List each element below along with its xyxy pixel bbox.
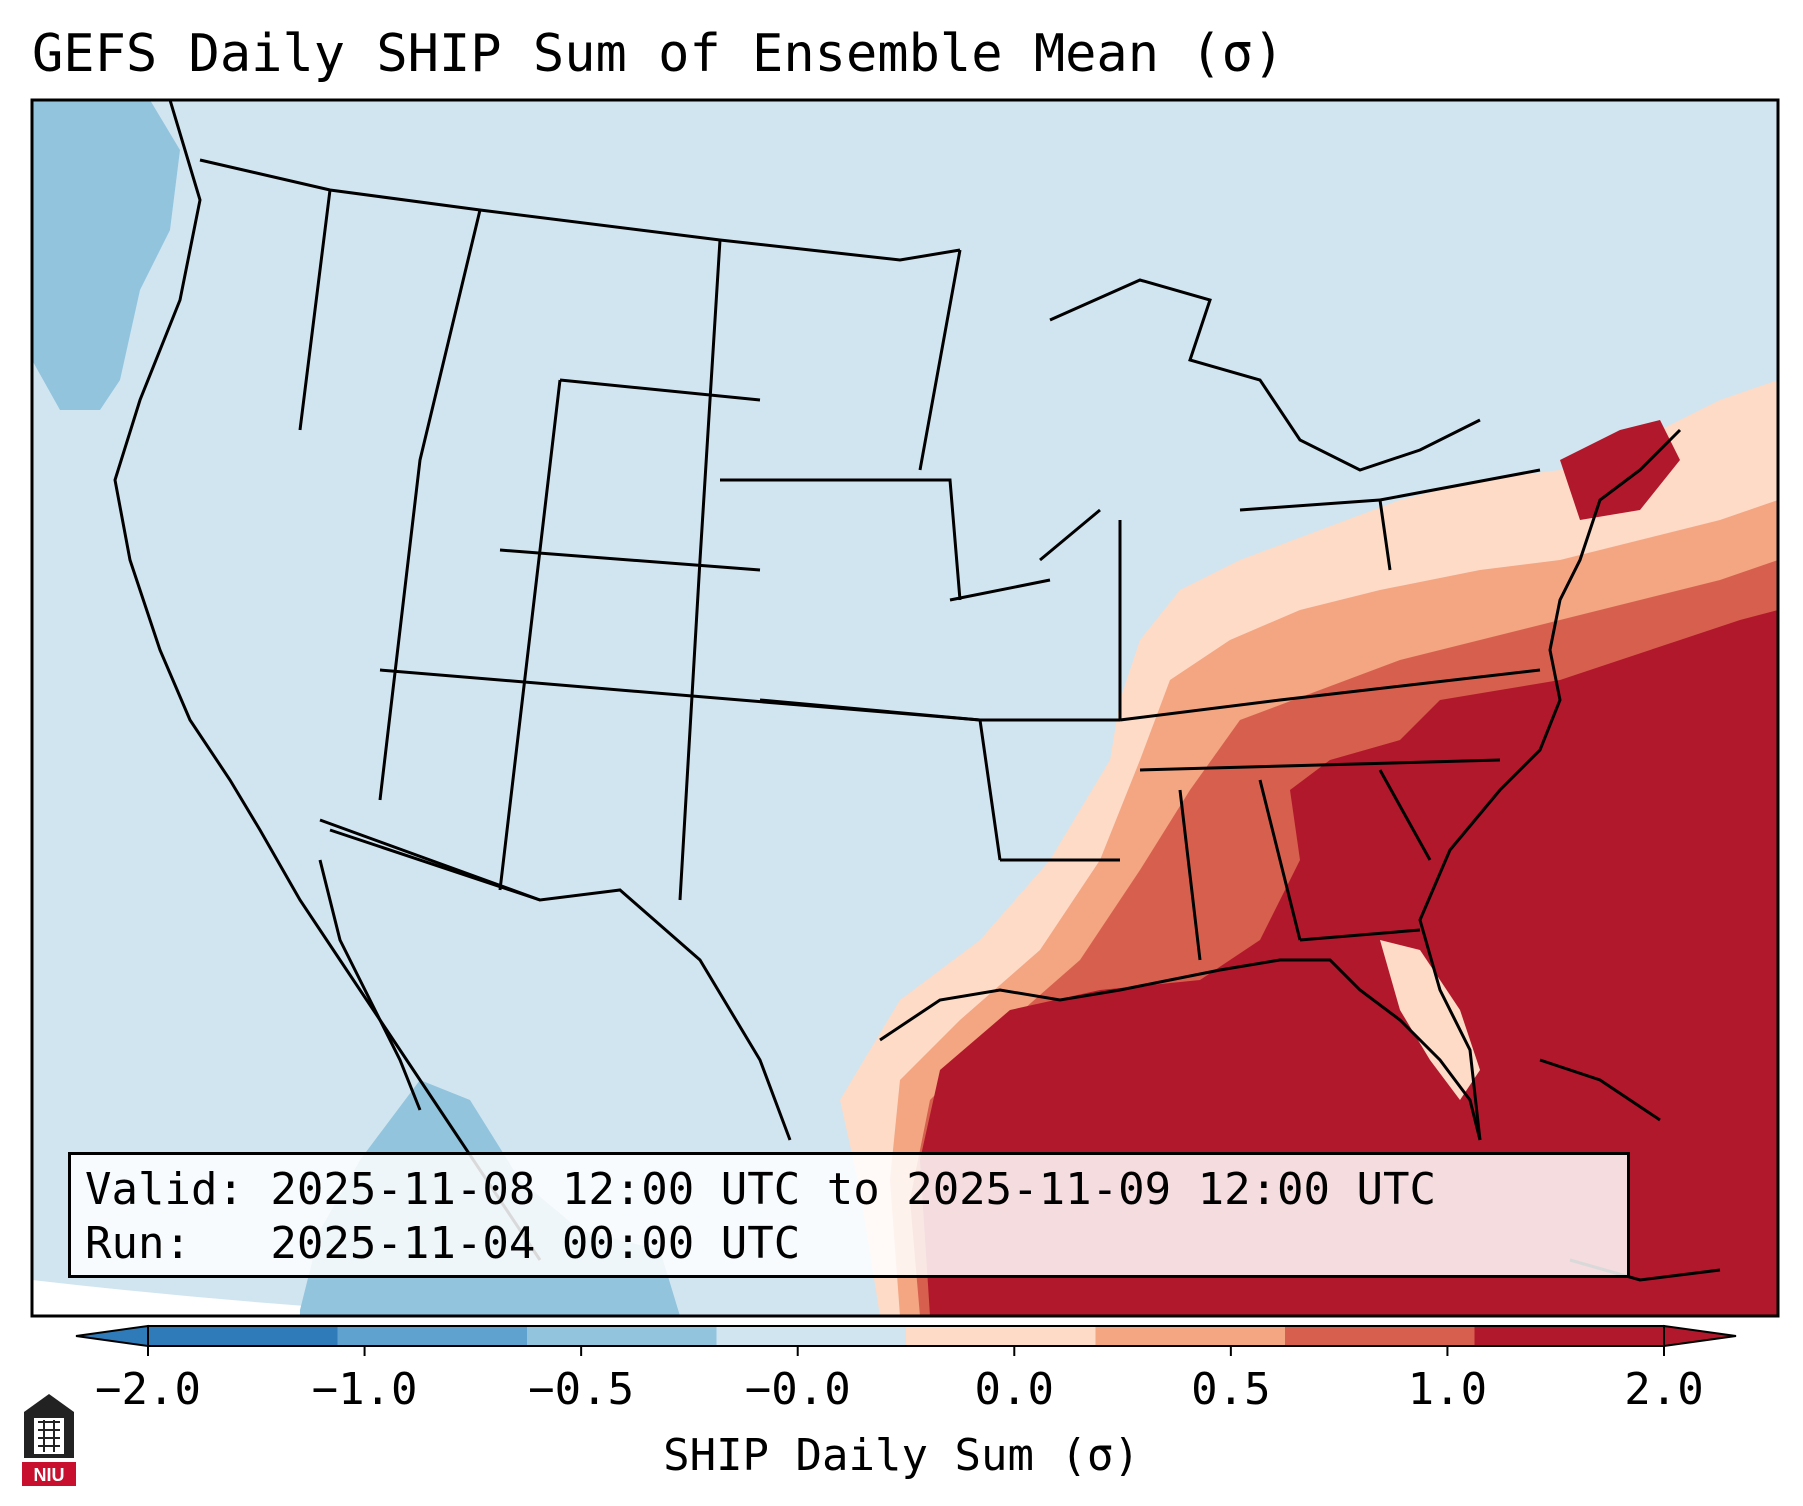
canada-border bbox=[199, 158, 961, 262]
great-lakes bbox=[1049, 278, 1481, 472]
colorbar-tick-label: −1.0 bbox=[311, 1364, 418, 1415]
colorbar bbox=[75, 1324, 1737, 1356]
state-lines-west bbox=[298, 189, 981, 902]
gulf-coastline bbox=[879, 958, 1482, 1141]
anomaly-northeast bbox=[1560, 420, 1680, 520]
colorbar-frame bbox=[147, 1325, 1665, 1347]
colorbar-tick-label: 2.0 bbox=[1624, 1364, 1704, 1415]
state-lines-east bbox=[1119, 468, 1541, 961]
colorbar-tick-label: −0.0 bbox=[744, 1364, 851, 1415]
colorbar-tick-label: −0.5 bbox=[528, 1364, 635, 1415]
map-frame bbox=[30, 98, 1780, 1318]
colorbar-segment bbox=[148, 1326, 338, 1346]
anomaly-dark-red bbox=[920, 610, 1778, 1316]
colorbar-tick-label: 1.0 bbox=[1407, 1364, 1488, 1415]
pacific-coastline bbox=[113, 100, 542, 1261]
atlantic-coastline bbox=[1418, 428, 1682, 1141]
colorbar-tick-label: 0.0 bbox=[974, 1364, 1055, 1415]
logo-text: NIU bbox=[34, 1465, 65, 1485]
colorbar-label: SHIP Daily Sum (σ) bbox=[663, 1430, 1140, 1481]
colorbar-segment bbox=[337, 1326, 528, 1346]
state-lines-central bbox=[720, 478, 1122, 862]
niu-logo-icon: NIU bbox=[22, 1394, 76, 1486]
baja-peninsula bbox=[318, 859, 422, 1111]
info-box: Valid: 2025-11-08 12:00 UTC to 2025-11-0… bbox=[68, 1152, 1630, 1278]
boundary-lines bbox=[113, 100, 1721, 1282]
colorbar-tick-label: −2.0 bbox=[95, 1364, 201, 1415]
valid-time: Valid: 2025-11-08 12:00 UTC to 2025-11-0… bbox=[85, 1164, 1437, 1215]
colorbar-extend-high bbox=[1663, 1324, 1737, 1348]
colorbar-segment bbox=[527, 1326, 717, 1346]
colorbar-tick-label: 0.5 bbox=[1191, 1364, 1271, 1415]
anomaly-florida-light bbox=[1380, 940, 1480, 1100]
map-title: GEFS Daily SHIP Sum of Ensemble Mean (σ) bbox=[32, 24, 1285, 84]
colorbar-segment bbox=[1095, 1326, 1286, 1346]
colorbar-segment bbox=[906, 1326, 1096, 1346]
run-time: Run: 2025-11-04 00:00 UTC bbox=[85, 1218, 801, 1269]
colorbar-extend-low bbox=[75, 1324, 149, 1348]
colorbar-segment bbox=[1474, 1326, 1665, 1346]
colorbar-segment bbox=[716, 1326, 907, 1346]
colorbar-segment bbox=[1285, 1326, 1475, 1346]
mexico-border bbox=[329, 828, 792, 1141]
pacific-anomaly bbox=[32, 100, 180, 410]
